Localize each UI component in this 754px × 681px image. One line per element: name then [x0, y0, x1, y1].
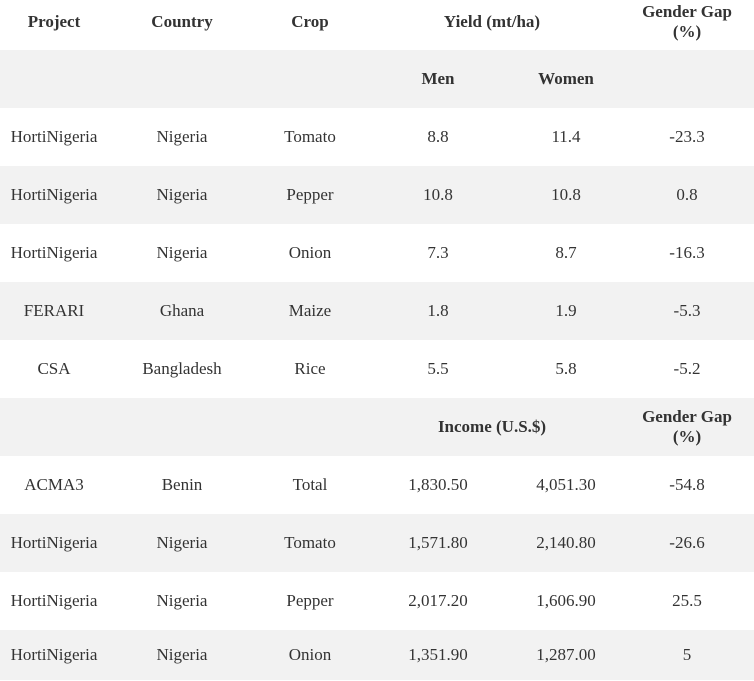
cell-women: 8.7	[555, 243, 577, 262]
income-gender-gap-line2: (%)	[672, 427, 702, 446]
subheader-empty-1	[0, 50, 108, 108]
cell-project: ACMA3	[24, 475, 84, 494]
cell-men: 5.5	[427, 359, 449, 378]
cell-country: Bangladesh	[142, 359, 222, 378]
cell-crop: Onion	[288, 645, 332, 664]
cell-gap: 25.5	[672, 591, 702, 610]
cell-crop: Tomato	[284, 533, 336, 552]
cell-men: 10.8	[423, 185, 453, 204]
cell-crop: Total	[292, 475, 328, 494]
cell-crop: Tomato	[284, 127, 336, 146]
cell-project: HortiNigeria	[10, 533, 98, 552]
income-header: Income (U.S.$)	[437, 417, 547, 436]
cell-project: HortiNigeria	[10, 591, 98, 610]
cell-crop: Onion	[288, 243, 332, 262]
cell-men: 1,830.50	[408, 475, 468, 494]
subheader-empty-3	[256, 50, 364, 108]
income-header-empty-2	[108, 398, 256, 456]
header-yield: Yield (mt/ha)	[443, 12, 541, 31]
cell-crop: Maize	[288, 301, 332, 320]
cell-gap: -16.3	[669, 243, 705, 262]
cell-gap: -23.3	[669, 127, 705, 146]
cell-project: HortiNigeria	[10, 243, 98, 262]
cell-women: 5.8	[555, 359, 577, 378]
header-project: Project	[27, 12, 81, 31]
header-gender-gap-line1: Gender Gap	[642, 2, 732, 21]
cell-gap: 5	[682, 645, 692, 664]
table-row: CSA Bangladesh Rice 5.5 5.8 -5.2	[0, 340, 754, 398]
cell-crop: Pepper	[286, 591, 334, 610]
cell-men: 8.8	[427, 127, 449, 146]
income-header-empty-1	[0, 398, 108, 456]
cell-country: Nigeria	[156, 533, 208, 552]
cell-women: 11.4	[551, 127, 581, 146]
table-row: HortiNigeria Nigeria Onion 1,351.90 1,28…	[0, 630, 754, 680]
table-row: HortiNigeria Nigeria Pepper 2,017.20 1,6…	[0, 572, 754, 630]
table-row: HortiNigeria Nigeria Tomato 8.8 11.4 -23…	[0, 108, 754, 166]
cell-women: 1,287.00	[536, 645, 596, 664]
subheader-women: Women	[538, 69, 594, 88]
income-header-empty-3	[256, 398, 364, 456]
cell-project: HortiNigeria	[10, 645, 98, 664]
income-gender-gap-header: Gender Gap (%)	[620, 398, 754, 456]
cell-women: 4,051.30	[536, 475, 596, 494]
subheader-empty-2	[108, 50, 256, 108]
cell-gap: -5.2	[673, 359, 701, 378]
table-row: FERARI Ghana Maize 1.8 1.9 -5.3	[0, 282, 754, 340]
income-gender-gap-line1: Gender Gap	[642, 407, 732, 426]
cell-gap: -54.8	[669, 475, 705, 494]
header-country: Country	[151, 12, 213, 31]
cell-men: 1.8	[427, 301, 449, 320]
cell-country: Nigeria	[156, 185, 208, 204]
subheader-empty-6	[620, 50, 754, 108]
header-crop: Crop	[291, 12, 329, 31]
table-row: ACMA3 Benin Total 1,830.50 4,051.30 -54.…	[0, 456, 754, 514]
cell-crop: Pepper	[286, 185, 334, 204]
cell-men: 7.3	[427, 243, 449, 262]
cell-country: Benin	[161, 475, 203, 494]
header-gender-gap: Gender Gap (%)	[620, 0, 754, 50]
cell-country: Nigeria	[156, 243, 208, 262]
cell-women: 1.9	[555, 301, 577, 320]
cell-women: 10.8	[551, 185, 581, 204]
cell-women: 1,606.90	[536, 591, 596, 610]
header-gender-gap-line2: (%)	[672, 22, 702, 41]
table-row: HortiNigeria Nigeria Pepper 10.8 10.8 0.…	[0, 166, 754, 224]
cell-gap: -5.3	[673, 301, 701, 320]
cell-gap: 0.8	[676, 185, 698, 204]
subheader-men: Men	[421, 69, 455, 88]
cell-men: 2,017.20	[408, 591, 468, 610]
cell-country: Nigeria	[156, 591, 208, 610]
income-header-row: Income (U.S.$) Gender Gap (%)	[0, 398, 754, 456]
cell-project: HortiNigeria	[10, 127, 98, 146]
cell-project: HortiNigeria	[10, 185, 98, 204]
table-row: HortiNigeria Nigeria Tomato 1,571.80 2,1…	[0, 514, 754, 572]
cell-country: Ghana	[159, 301, 205, 320]
cell-gap: -26.6	[669, 533, 705, 552]
cell-crop: Rice	[294, 359, 326, 378]
cell-men: 1,571.80	[408, 533, 468, 552]
cell-country: Nigeria	[156, 645, 208, 664]
cell-women: 2,140.80	[536, 533, 596, 552]
subheader-row: Men Women	[0, 50, 754, 108]
table-row: HortiNigeria Nigeria Onion 7.3 8.7 -16.3	[0, 224, 754, 282]
header-row: Project Country Crop Yield (mt/ha) Gende…	[0, 0, 754, 50]
cell-project: CSA	[37, 359, 71, 378]
cell-country: Nigeria	[156, 127, 208, 146]
cell-men: 1,351.90	[408, 645, 468, 664]
cell-project: FERARI	[23, 301, 85, 320]
